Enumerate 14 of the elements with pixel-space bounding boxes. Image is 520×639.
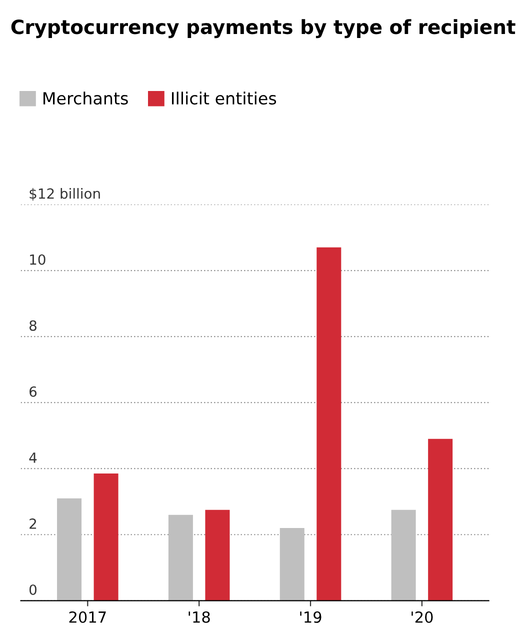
y-tick-label: 0: [29, 584, 36, 595]
chart-title: Cryptocurrency payments by type of recipient: [11, 19, 516, 38]
legend-label: Merchants: [44, 92, 128, 105]
x-tick-label: '19: [300, 611, 322, 623]
y-tick-label: 6: [30, 386, 37, 397]
x-tick-label: '20: [412, 611, 433, 623]
y-tick-label: 2: [30, 518, 36, 529]
x-tick-label: '18: [188, 611, 210, 623]
y-tick-label: 10: [30, 254, 46, 265]
legend-label: Illicit entities: [172, 92, 276, 105]
x-tick-label: 2017: [69, 611, 106, 623]
y-tick-label: 4: [29, 452, 37, 463]
y-tick-label: 8: [30, 320, 36, 331]
y-tick-label: $12 billion: [30, 188, 100, 201]
